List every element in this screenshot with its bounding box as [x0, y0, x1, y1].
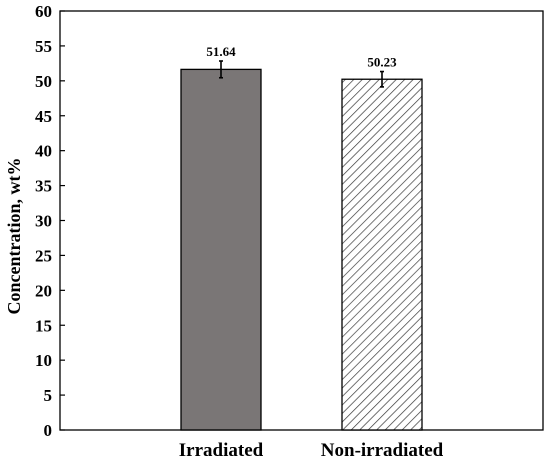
plot-frame	[59, 10, 544, 431]
y-tick-label: 40	[35, 142, 52, 161]
category-labels: Irradiated Non-irradiated	[179, 440, 444, 461]
y-tick-label: 20	[35, 281, 52, 300]
bar-non-irradiated	[341, 78, 423, 431]
y-axis-title: Concentration, wt%	[4, 158, 24, 315]
y-tick-label: 50	[35, 72, 52, 91]
y-tick-label: 35	[35, 177, 52, 196]
y-tick-label: 55	[35, 37, 52, 56]
data-label: 51.64	[206, 44, 236, 59]
y-tick-label: 10	[35, 351, 52, 370]
data-labels: 51.64 50.23	[206, 44, 397, 70]
y-tick-label: 45	[35, 107, 52, 126]
y-tick-label: 30	[35, 212, 52, 231]
y-tick-label: 15	[35, 316, 52, 335]
category-label: Irradiated	[179, 440, 264, 461]
bars	[180, 68, 423, 431]
y-tick-label: 25	[35, 246, 52, 265]
error-bars	[219, 60, 384, 88]
y-axis-ticks: 0 5 10 15 20 25 30 35 40 45 50 55 60	[35, 2, 65, 440]
y-tick-label: 60	[35, 2, 52, 21]
bar-irradiated	[180, 68, 262, 431]
category-label: Non-irradiated	[321, 440, 444, 461]
y-tick-label: 5	[44, 386, 53, 405]
data-label: 50.23	[367, 55, 397, 70]
plot-border	[59, 10, 544, 431]
y-tick-label: 0	[44, 421, 53, 440]
